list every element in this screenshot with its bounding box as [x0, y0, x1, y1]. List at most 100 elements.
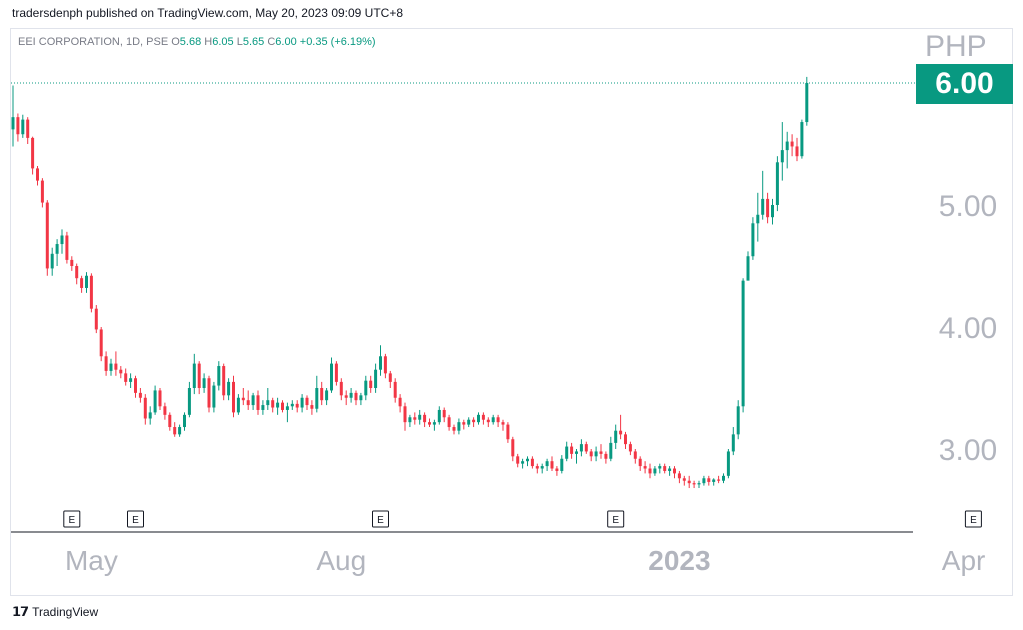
candle-body	[75, 266, 79, 279]
candle-body	[491, 417, 495, 423]
candle-body	[261, 405, 265, 410]
candle-body	[104, 356, 108, 371]
legend-change: +0.35 (+6.19%)	[299, 36, 376, 48]
earnings-marker-label: E	[68, 515, 75, 526]
candle-body	[462, 422, 466, 425]
candle-body	[163, 406, 167, 415]
candle-body	[187, 388, 191, 415]
candle-body	[619, 430, 623, 435]
candle-body	[99, 329, 103, 357]
candle-body	[570, 446, 574, 454]
candle-body	[648, 468, 652, 474]
candle-body	[70, 259, 74, 266]
legend-close-value: 6.00	[275, 36, 297, 48]
candle-body	[119, 369, 123, 374]
candle-body	[413, 417, 417, 420]
candle-body	[197, 363, 201, 388]
candle-body	[383, 356, 387, 374]
candle-body	[712, 479, 716, 482]
candle-body	[530, 458, 534, 467]
candle-body	[21, 119, 25, 135]
candle-body	[94, 308, 98, 330]
candle-body	[501, 422, 505, 425]
legend-open-value: 5.68	[179, 36, 202, 48]
price-axis-currency: PHP	[925, 30, 987, 63]
candle-body	[560, 458, 564, 471]
candle-body	[437, 409, 441, 423]
candle-body	[682, 478, 686, 481]
candle-body	[158, 390, 162, 407]
footer-brand: TradingView	[32, 605, 99, 619]
candle-body	[334, 363, 338, 382]
candle-body	[173, 427, 177, 435]
earnings-marker-label: E	[970, 515, 977, 526]
y-tick-label: 4.00	[939, 312, 997, 345]
candle-body	[599, 451, 603, 454]
candle-body	[168, 414, 172, 428]
candle-body	[408, 417, 412, 423]
candle-body	[143, 397, 147, 419]
candle-body	[432, 422, 436, 425]
candle-body	[638, 458, 642, 467]
candle-body	[467, 419, 471, 425]
candle-body	[447, 417, 451, 428]
candle-body	[232, 381, 235, 413]
candle-body	[305, 397, 309, 406]
candle-body	[55, 244, 59, 254]
candle-body	[663, 466, 667, 471]
candle-body	[795, 146, 799, 157]
candle-body	[315, 388, 319, 409]
earnings-marker-label: E	[377, 515, 384, 526]
candle-body	[300, 397, 304, 408]
candle-body	[202, 378, 206, 388]
earnings-marker	[372, 510, 389, 528]
candle-body	[790, 141, 794, 147]
candle-body	[11, 117, 15, 130]
candle-body	[614, 430, 618, 443]
candle-body	[339, 381, 343, 396]
candle-body	[227, 381, 231, 396]
candle-body	[452, 427, 456, 431]
candle-body	[60, 235, 64, 245]
earnings-marker	[63, 510, 81, 528]
candle-body	[330, 363, 333, 391]
candle-body	[256, 395, 260, 410]
candle-body	[722, 475, 725, 481]
candle-body	[643, 466, 647, 469]
candle-body	[756, 214, 760, 224]
candle-body	[511, 439, 515, 457]
publish-line: tradersdenph published on TradingView.co…	[12, 6, 404, 20]
candle-body	[183, 414, 186, 428]
candle-body	[653, 468, 657, 474]
last-price-tag: 6.00	[916, 64, 1013, 104]
legend-low-label: L	[236, 36, 243, 48]
candle-body	[540, 466, 544, 469]
candle-body	[481, 414, 485, 420]
candle-body	[80, 278, 84, 288]
candle-body	[535, 466, 539, 469]
candle-body	[109, 363, 113, 371]
candle-body	[516, 456, 520, 464]
candle-body	[114, 363, 118, 370]
candle-body	[320, 388, 324, 401]
legend-low-value: 5.65	[242, 36, 265, 48]
candle-body	[761, 198, 765, 215]
candle-body	[393, 381, 397, 398]
candle-body	[50, 253, 54, 269]
footer: 𝟭𝟳 TradingView	[12, 604, 98, 620]
candle-body	[212, 385, 216, 408]
tradingview-logo-icon: 𝟭𝟳	[12, 604, 29, 619]
candle-body	[589, 451, 593, 457]
candle-body	[604, 453, 608, 459]
candle-body	[457, 422, 461, 431]
candle-body	[285, 406, 289, 410]
candle-body	[594, 451, 598, 457]
candle-body	[550, 461, 554, 469]
candle-body	[697, 483, 701, 485]
candle-body	[477, 414, 480, 423]
candle-body	[251, 395, 255, 406]
candle-body	[707, 478, 711, 482]
earnings-marker	[964, 510, 982, 528]
candle-body	[775, 162, 779, 205]
